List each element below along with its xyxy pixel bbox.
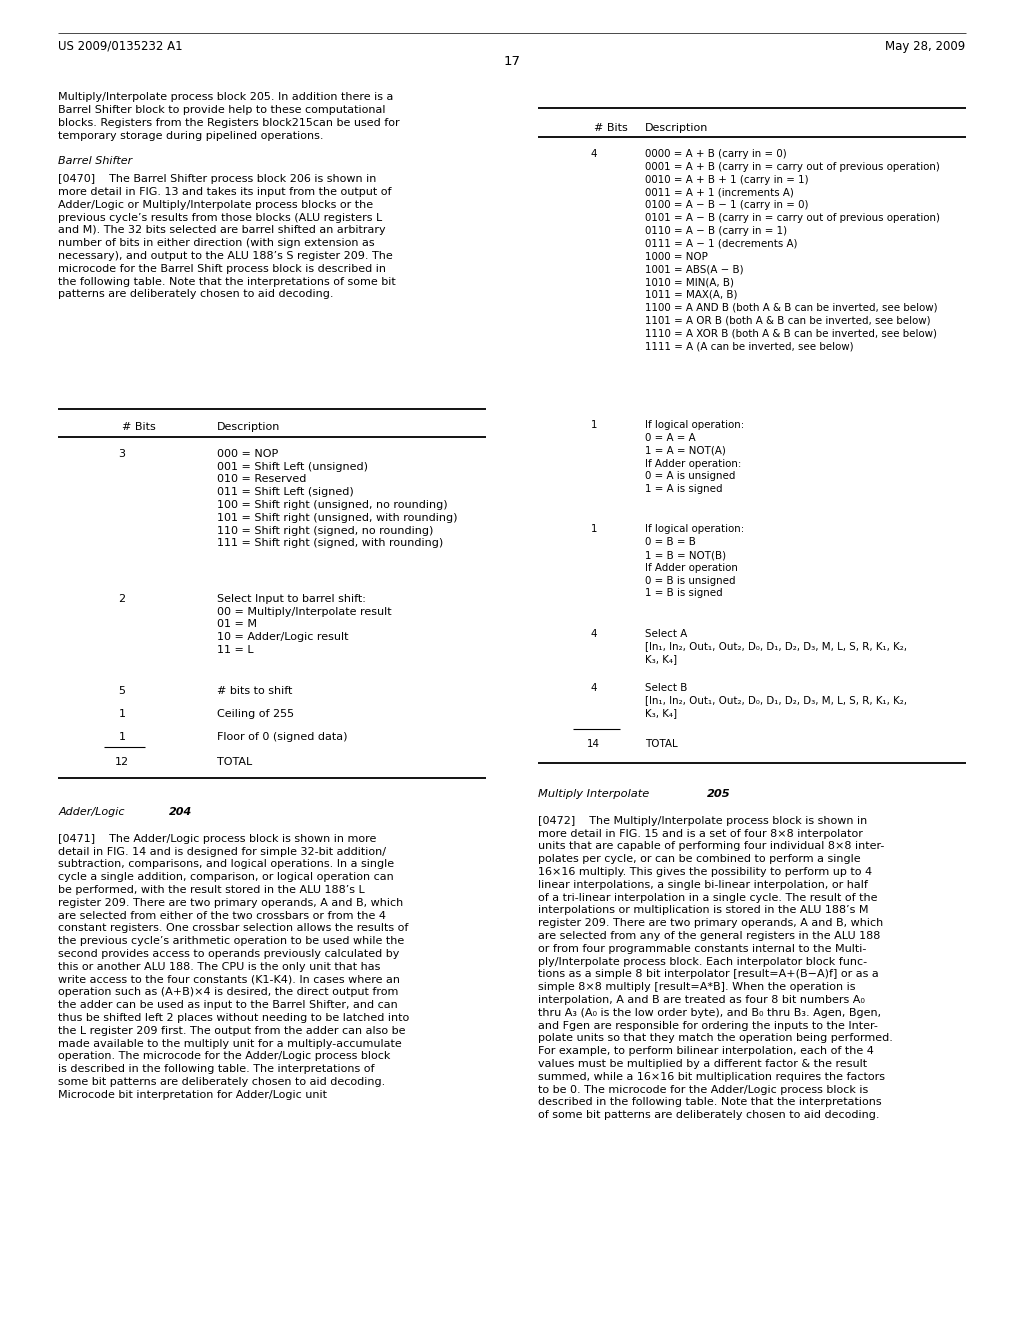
Text: US 2009/0135232 A1: US 2009/0135232 A1: [58, 40, 183, 53]
Text: If logical operation:
0 = A = A
1 = A = NOT(A)
If Adder operation:
0 = A is unsi: If logical operation: 0 = A = A 1 = A = …: [645, 420, 744, 494]
Text: 12: 12: [115, 758, 129, 767]
Text: # bits to shift: # bits to shift: [217, 686, 293, 697]
Text: May 28, 2009: May 28, 2009: [886, 40, 966, 53]
Text: Select Input to barrel shift:
00 = Multiply/Interpolate result
01 = M
10 = Adder: Select Input to barrel shift: 00 = Multi…: [217, 594, 392, 655]
Text: 1: 1: [591, 524, 597, 535]
Text: # Bits: # Bits: [122, 422, 156, 433]
Text: 204: 204: [169, 808, 193, 817]
Text: Adder/Logic: Adder/Logic: [58, 808, 128, 817]
Text: 5: 5: [119, 686, 125, 697]
Text: 2: 2: [119, 594, 125, 603]
Text: 4: 4: [591, 682, 597, 693]
Text: Multiply Interpolate: Multiply Interpolate: [538, 789, 652, 800]
Text: Description: Description: [645, 123, 709, 133]
Text: Floor of 0 (signed data): Floor of 0 (signed data): [217, 731, 347, 742]
Text: If logical operation:
0 = B = B
1 = B = NOT(B)
If Adder operation
0 = B is unsig: If logical operation: 0 = B = B 1 = B = …: [645, 524, 744, 598]
Text: Description: Description: [217, 422, 281, 433]
Text: 3: 3: [119, 449, 125, 459]
Text: Ceiling of 255: Ceiling of 255: [217, 709, 294, 719]
Text: Barrel Shifter: Barrel Shifter: [58, 156, 133, 166]
Text: [0472]    The Multiply/Interpolate process block is shown in
more detail in FIG.: [0472] The Multiply/Interpolate process …: [538, 816, 893, 1121]
Text: 1: 1: [119, 731, 125, 742]
Text: 14: 14: [588, 739, 600, 750]
Text: 4: 4: [591, 628, 597, 639]
Text: 17: 17: [504, 55, 520, 69]
Text: [0471]    The Adder/Logic process block is shown in more
detail in FIG. ​14​ and: [0471] The Adder/Logic process block is …: [58, 834, 410, 1100]
Text: Select B
[In₁, In₂, Out₁, Out₂, D₀, D₁, D₂, D₃, M, L, S, R, K₁, K₂,
K₃, K₄]: Select B [In₁, In₂, Out₁, Out₂, D₀, D₁, …: [645, 682, 907, 718]
Text: 4: 4: [591, 149, 597, 160]
Text: 205: 205: [707, 789, 730, 800]
Text: TOTAL: TOTAL: [217, 758, 252, 767]
Text: [0470]    The Barrel Shifter process block ​206​ is shown in
more detail in FIG.: [0470] The Barrel Shifter process block …: [58, 174, 396, 300]
Text: 1: 1: [119, 709, 125, 719]
Text: # Bits: # Bits: [594, 123, 628, 133]
Text: 0000 = A + B (carry in = 0)
0001 = A + B (carry in = carry out of previous opera: 0000 = A + B (carry in = 0) 0001 = A + B…: [645, 149, 940, 351]
Text: Multiply/Interpolate process block ​205. In addition there is a
Barrel Shifter b: Multiply/Interpolate process block ​205.…: [58, 92, 400, 141]
Text: TOTAL: TOTAL: [645, 739, 678, 750]
Text: 1: 1: [591, 420, 597, 430]
Text: Select A
[In₁, In₂, Out₁, Out₂, D₀, D₁, D₂, D₃, M, L, S, R, K₁, K₂,
K₃, K₄]: Select A [In₁, In₂, Out₁, Out₂, D₀, D₁, …: [645, 628, 907, 664]
Text: 000 = NOP
001 = Shift Left (unsigned)
010 = Reserved
011 = Shift Left (signed)
1: 000 = NOP 001 = Shift Left (unsigned) 01…: [217, 449, 458, 548]
